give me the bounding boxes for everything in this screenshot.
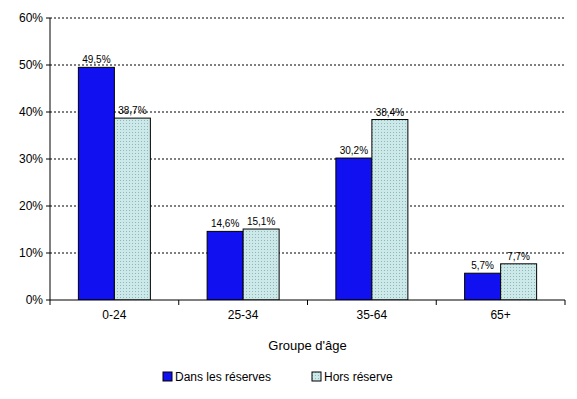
data-label: 49,5% (82, 54, 110, 65)
y-tick-label: 0% (26, 293, 44, 307)
bars (78, 67, 536, 300)
y-tick (46, 112, 50, 113)
bar (207, 231, 243, 300)
y-tick-label: 20% (19, 199, 43, 213)
data-label: 7,7% (507, 251, 530, 262)
grid-line (50, 65, 565, 66)
x-tick (307, 300, 308, 305)
y-axis (50, 18, 51, 300)
x-tick-label: 65+ (490, 308, 510, 322)
y-tick (46, 18, 50, 19)
bar (336, 158, 372, 300)
legend: Dans les réserves Hors réserve (163, 370, 393, 384)
data-label: 30,2% (340, 145, 368, 156)
y-tick-label: 50% (19, 58, 43, 72)
data-label: 15,1% (247, 216, 275, 227)
x-tick-label: 25-34 (228, 308, 259, 322)
chart-svg: 0% 10% 20% 30% 40% 50% 60% 49,5% 14,6% 30,2% 5,7% 3… (0, 0, 577, 399)
y-tick (46, 253, 50, 254)
legend-label: Hors réserve (324, 370, 393, 384)
legend-swatch (163, 372, 172, 381)
bar (501, 264, 537, 300)
bar (465, 273, 501, 300)
bar (243, 229, 279, 300)
bar (78, 67, 114, 300)
bar (114, 118, 150, 300)
y-tick (46, 159, 50, 160)
x-tick-label: 35-64 (357, 308, 388, 322)
x-tick (565, 300, 566, 305)
x-tick (178, 300, 179, 305)
bar (372, 120, 408, 300)
x-tick (50, 300, 51, 305)
y-tick (46, 300, 50, 301)
y-tick (46, 206, 50, 207)
grid-line (50, 18, 565, 19)
x-axis-label: Groupe d'âge (268, 338, 346, 353)
x-tick (436, 300, 437, 305)
legend-swatch (312, 372, 321, 381)
y-tick-label: 10% (19, 246, 43, 260)
grid (46, 18, 565, 300)
data-label: 38,4% (376, 107, 404, 118)
data-label: 38,7% (118, 105, 146, 116)
data-label: 5,7% (471, 260, 494, 271)
x-tick-label: 0-24 (102, 308, 126, 322)
y-tick-label: 60% (19, 11, 43, 25)
data-label: 14,6% (211, 218, 239, 229)
legend-label: Dans les réserves (175, 370, 271, 384)
y-tick-label: 40% (19, 105, 43, 119)
y-tick-label: 30% (19, 152, 43, 166)
y-tick (46, 65, 50, 66)
chart-container: 0% 10% 20% 30% 40% 50% 60% 49,5% 14,6% 30,2% 5,7% 3… (0, 0, 577, 399)
